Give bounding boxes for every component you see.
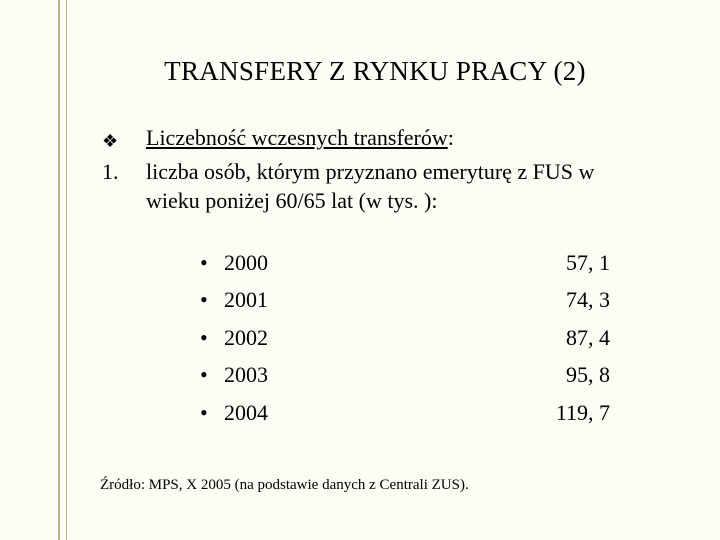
value-cell: 74, 3 <box>344 281 620 318</box>
bullet-dot-icon: • <box>200 281 224 318</box>
numbered-text: liczba osób, którym przyznano emeryturę … <box>146 157 650 216</box>
heading-text: Liczebność wczesnych transferów: <box>146 123 650 153</box>
number-marker: 1. <box>100 157 146 187</box>
value-cell: 57, 1 <box>344 244 620 281</box>
year-cell: 2003 <box>224 356 344 393</box>
list-item: • 2000 57, 1 <box>200 244 620 281</box>
bullet-dot-icon: • <box>200 319 224 356</box>
year-cell: 2001 <box>224 281 344 318</box>
heading-row: ❖ Liczebność wczesnych transferów: <box>100 123 650 153</box>
year-cell: 2002 <box>224 319 344 356</box>
year-cell: 2004 <box>224 394 344 431</box>
diamond-bullet-icon: ❖ <box>100 123 146 153</box>
list-item: • 2002 87, 4 <box>200 319 620 356</box>
value-cell: 119, 7 <box>344 394 620 431</box>
value-cell: 95, 8 <box>344 356 620 393</box>
heading-suffix: : <box>448 125 454 150</box>
list-item: • 2004 119, 7 <box>200 394 620 431</box>
bullet-dot-icon: • <box>200 394 224 431</box>
value-cell: 87, 4 <box>344 319 620 356</box>
slide-title: TRANSFERY Z RYNKU PRACY (2) <box>100 56 650 87</box>
bullet-dot-icon: • <box>200 356 224 393</box>
heading-underlined: Liczebność wczesnych transferów <box>146 125 448 150</box>
year-cell: 2000 <box>224 244 344 281</box>
source-footnote: Źródło: MPS, X 2005 (na podstawie danych… <box>100 477 469 494</box>
numbered-row: 1. liczba osób, którym przyznano emerytu… <box>100 157 650 216</box>
bullet-dot-icon: • <box>200 244 224 281</box>
slide: TRANSFERY Z RYNKU PRACY (2) ❖ Liczebność… <box>0 0 720 540</box>
list-item: • 2003 95, 8 <box>200 356 620 393</box>
list-item: • 2001 74, 3 <box>200 281 620 318</box>
data-list: • 2000 57, 1 • 2001 74, 3 • 2002 87, 4 •… <box>100 244 650 431</box>
